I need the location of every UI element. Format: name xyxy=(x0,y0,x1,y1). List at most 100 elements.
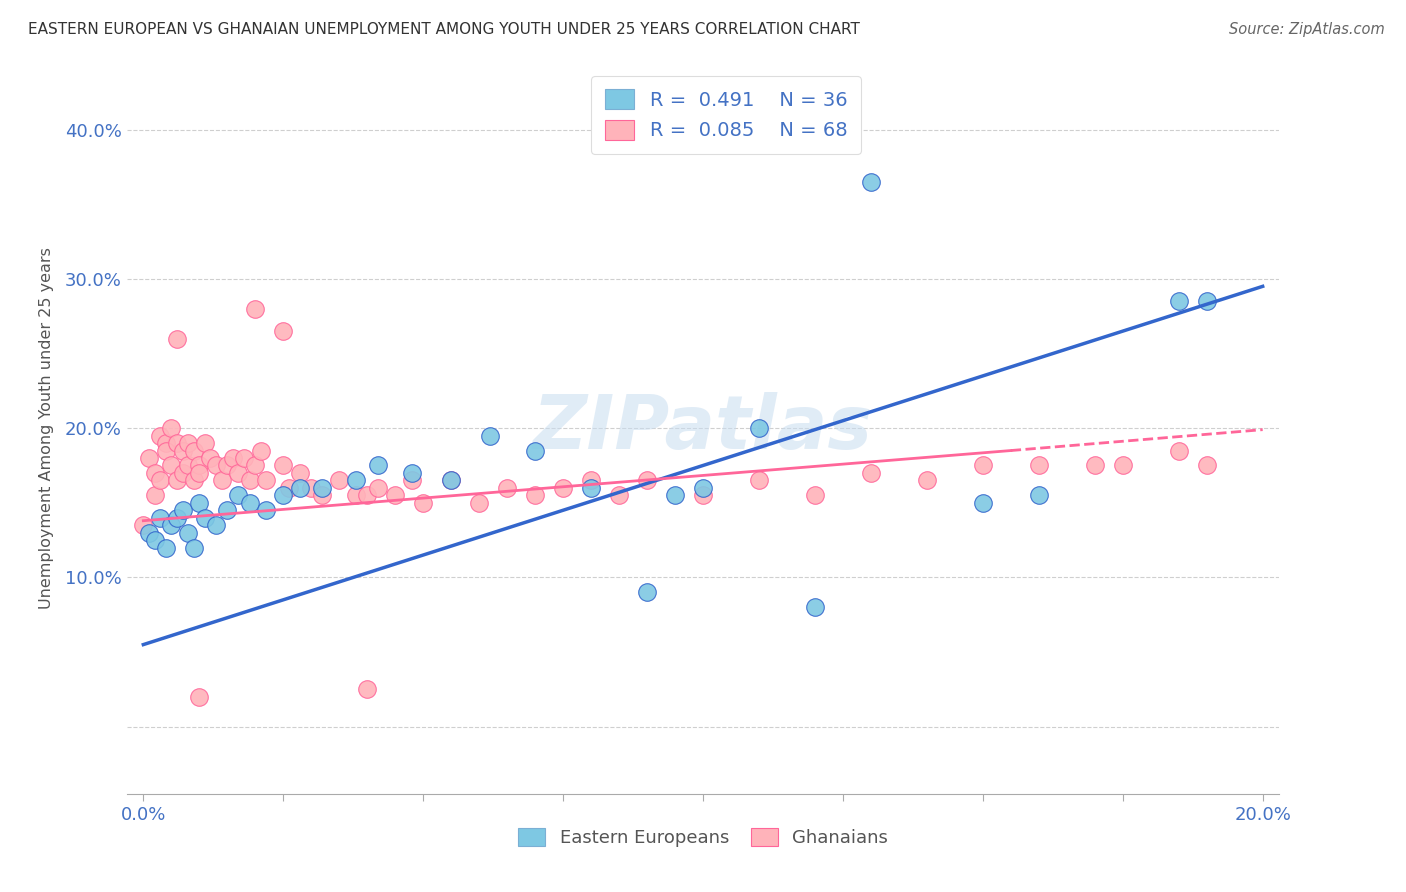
Point xyxy=(288,481,311,495)
Point xyxy=(256,474,278,488)
Point xyxy=(748,421,770,435)
Point xyxy=(166,474,188,488)
Point xyxy=(155,443,177,458)
Point xyxy=(217,458,239,473)
Point xyxy=(177,525,200,540)
Point xyxy=(245,458,267,473)
Point xyxy=(692,488,714,502)
Point xyxy=(328,474,350,488)
Point xyxy=(440,474,463,488)
Point xyxy=(205,518,228,533)
Point xyxy=(149,474,172,488)
Point xyxy=(664,488,686,502)
Point xyxy=(692,481,714,495)
Point xyxy=(160,518,183,533)
Point xyxy=(211,474,233,488)
Point xyxy=(356,488,378,502)
Point xyxy=(524,443,547,458)
Point xyxy=(183,443,205,458)
Point xyxy=(311,481,333,495)
Point xyxy=(172,503,194,517)
Point xyxy=(440,474,463,488)
Point xyxy=(172,466,194,480)
Point xyxy=(496,481,519,495)
Point xyxy=(194,436,217,450)
Point xyxy=(636,585,658,599)
Point xyxy=(166,436,188,450)
Point xyxy=(166,510,188,524)
Point xyxy=(183,541,205,555)
Text: ZIPatlas: ZIPatlas xyxy=(533,392,873,465)
Point xyxy=(1195,458,1218,473)
Point xyxy=(188,458,211,473)
Point xyxy=(1028,488,1050,502)
Point xyxy=(524,488,547,502)
Point xyxy=(138,450,160,465)
Point xyxy=(401,466,423,480)
Point xyxy=(205,458,228,473)
Point xyxy=(155,541,177,555)
Point xyxy=(155,436,177,450)
Point xyxy=(188,466,211,480)
Point xyxy=(239,496,262,510)
Point xyxy=(1028,458,1050,473)
Point xyxy=(132,518,155,533)
Point xyxy=(356,682,378,697)
Point xyxy=(468,496,491,510)
Point xyxy=(344,474,367,488)
Point xyxy=(222,450,245,465)
Point xyxy=(143,488,166,502)
Point xyxy=(143,466,166,480)
Text: Source: ZipAtlas.com: Source: ZipAtlas.com xyxy=(1229,22,1385,37)
Point xyxy=(177,436,200,450)
Point xyxy=(1112,458,1135,473)
Point xyxy=(172,443,194,458)
Text: EASTERN EUROPEAN VS GHANAIAN UNEMPLOYMENT AMONG YOUTH UNDER 25 YEARS CORRELATION: EASTERN EUROPEAN VS GHANAIAN UNEMPLOYMEN… xyxy=(28,22,860,37)
Point xyxy=(200,450,222,465)
Point xyxy=(143,533,166,548)
Point xyxy=(859,466,882,480)
Point xyxy=(188,496,211,510)
Point xyxy=(138,525,160,540)
Point xyxy=(177,458,200,473)
Point xyxy=(311,488,333,502)
Point xyxy=(344,488,367,502)
Point xyxy=(217,503,239,517)
Point xyxy=(859,175,882,189)
Point xyxy=(250,443,273,458)
Point xyxy=(367,458,389,473)
Point xyxy=(277,481,299,495)
Point xyxy=(804,600,827,615)
Y-axis label: Unemployment Among Youth under 25 years: Unemployment Among Youth under 25 years xyxy=(39,247,53,609)
Point xyxy=(636,474,658,488)
Point xyxy=(149,428,172,442)
Point xyxy=(367,481,389,495)
Point xyxy=(915,474,938,488)
Legend: Eastern Europeans, Ghanaians: Eastern Europeans, Ghanaians xyxy=(510,821,896,855)
Point xyxy=(972,496,994,510)
Point xyxy=(1167,294,1189,309)
Point xyxy=(607,488,630,502)
Point xyxy=(271,324,294,338)
Point xyxy=(1195,294,1218,309)
Point xyxy=(579,481,602,495)
Point xyxy=(804,488,827,502)
Point xyxy=(256,503,278,517)
Point xyxy=(748,474,770,488)
Point xyxy=(183,474,205,488)
Point xyxy=(149,510,172,524)
Point xyxy=(271,458,294,473)
Point xyxy=(166,332,188,346)
Point xyxy=(228,466,250,480)
Point xyxy=(271,488,294,502)
Point xyxy=(972,458,994,473)
Point xyxy=(1167,443,1189,458)
Point xyxy=(160,421,183,435)
Point xyxy=(228,488,250,502)
Point xyxy=(233,450,256,465)
Point xyxy=(401,474,423,488)
Point xyxy=(579,474,602,488)
Point xyxy=(245,301,267,316)
Point xyxy=(479,428,502,442)
Point xyxy=(160,458,183,473)
